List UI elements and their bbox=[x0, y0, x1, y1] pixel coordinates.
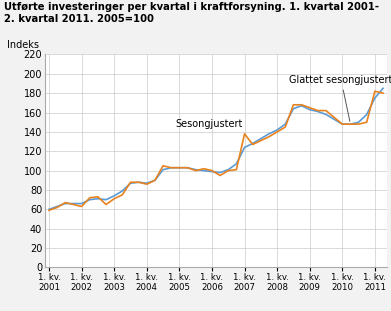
Text: Utførte investeringer per kvartal i kraftforsyning. 1. kvartal 2001-: Utførte investeringer per kvartal i kraf… bbox=[4, 2, 379, 12]
Text: 2. kvartal 2011. 2005=100: 2. kvartal 2011. 2005=100 bbox=[4, 14, 154, 24]
Text: Sesongjustert: Sesongjustert bbox=[175, 119, 243, 129]
Text: Indeks: Indeks bbox=[7, 40, 39, 50]
Text: Glattet sesongjustert: Glattet sesongjustert bbox=[289, 75, 391, 121]
